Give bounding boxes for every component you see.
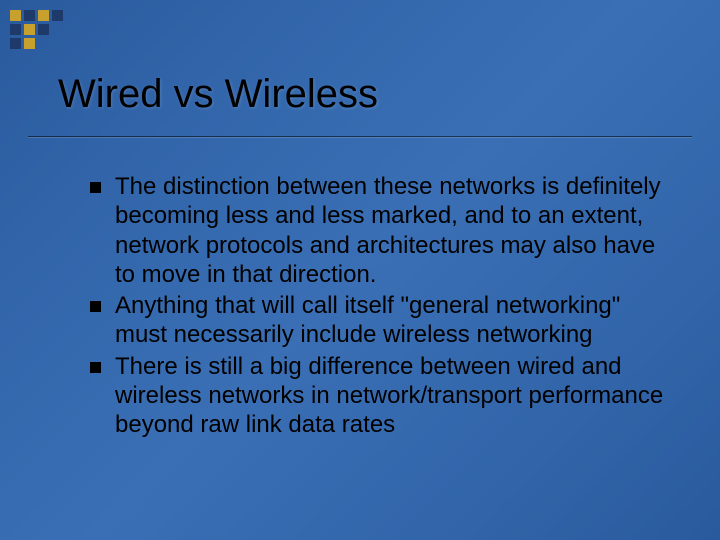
corner-square: [10, 38, 21, 49]
bullet-square-icon: [90, 182, 101, 193]
corner-square: [52, 24, 63, 35]
slide-body: The distinction between these networks i…: [90, 172, 666, 441]
corner-square: [52, 38, 63, 49]
corner-square: [10, 10, 21, 21]
slide-title: Wired vs Wireless: [58, 72, 378, 117]
bullet-square-icon: [90, 301, 101, 312]
title-divider: [28, 136, 692, 137]
bullet-text: The distinction between these networks i…: [115, 172, 666, 289]
bullet-square-icon: [90, 362, 101, 373]
corner-square: [38, 38, 49, 49]
corner-square: [52, 10, 63, 21]
bullet-text: There is still a big difference between …: [115, 352, 666, 440]
corner-decoration: [10, 10, 63, 49]
corner-square: [24, 38, 35, 49]
bullet-item: The distinction between these networks i…: [90, 172, 666, 289]
corner-square: [24, 24, 35, 35]
bullet-item: Anything that will call itself "general …: [90, 291, 666, 350]
corner-square: [10, 24, 21, 35]
bullet-item: There is still a big difference between …: [90, 352, 666, 440]
corner-square: [38, 10, 49, 21]
bullet-text: Anything that will call itself "general …: [115, 291, 666, 350]
corner-square: [24, 10, 35, 21]
corner-square: [38, 24, 49, 35]
